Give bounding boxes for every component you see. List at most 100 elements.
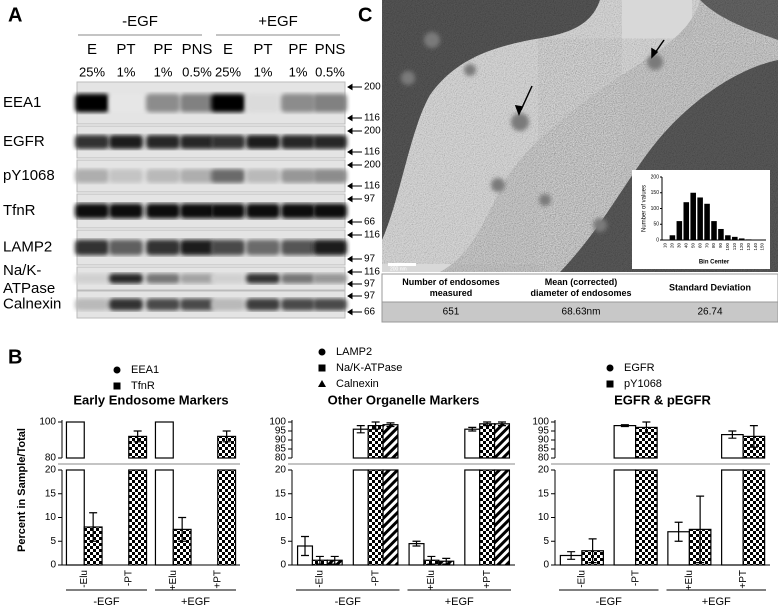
x-axis-label: Bin Center [699,260,730,266]
bar [128,469,148,566]
band [109,93,143,113]
y-tick-label: 10 [275,512,287,523]
x-tick-label: 60 [697,243,702,249]
stats-table [381,273,778,323]
band [211,168,245,184]
bar [154,421,174,459]
bar [382,424,399,459]
protein-label: ATPase [3,280,55,297]
lane-label: PF [153,41,172,58]
band [146,273,180,284]
bar [732,236,738,240]
x-tick-label: 10 [663,243,668,249]
bar [352,428,369,459]
group-label: +EGF [702,596,731,608]
group-label: -EGF [596,596,623,608]
y-tick-label: 15 [45,488,57,499]
chart-title: Early Endosome Markers [73,392,228,407]
error-bar [89,512,98,542]
band [75,239,109,256]
error-bar [301,535,310,557]
group-label: -EGF [335,596,362,608]
table-header: Standard Deviation [669,282,751,292]
y-tick-label: 5 [50,536,56,547]
marker-arrow [347,127,362,135]
bar [352,469,369,566]
x-tick-label: 20 [670,243,675,249]
panel-label: C [358,4,372,26]
condition-label: -EGF [122,13,158,30]
error-bar [222,430,231,443]
table-cell: 651 [443,307,460,318]
bar [493,423,511,459]
error-bar [483,421,492,427]
y-tick-label: 90 [538,435,550,446]
group-label: -EGF [93,596,120,608]
band [281,298,315,311]
marker-arrow [347,148,362,156]
bar [718,228,724,240]
error-bar [674,521,683,542]
x-tick-label: 150 [760,243,765,251]
band [211,203,245,219]
band [281,134,315,150]
error-bar [178,516,187,542]
y-tick-label: 20 [275,465,287,476]
chart-title: EGFR & pEGFR [614,392,711,407]
bar [697,197,703,240]
y-tick-label: 80 [538,453,550,464]
x-tick-label: -PT [123,570,134,586]
marker-label: 97 [364,194,376,205]
panel-label: A [8,4,22,26]
legend-label: EEA1 [131,364,159,376]
bar [479,469,496,566]
band [180,93,214,113]
error-bar [642,421,651,434]
band [180,203,214,219]
bar [676,221,683,240]
y-tick-label: 100 [651,206,660,212]
y-tick-label: 0 [656,237,659,243]
error-bar [728,430,737,439]
lane-label: PNS [315,41,346,58]
band [109,203,143,219]
x-tick-label: 130 [746,243,751,251]
band [281,168,315,184]
marker-arrow [347,308,362,316]
lane-label: PT [253,41,272,58]
band [313,168,347,184]
marker-label: 66 [364,217,376,228]
bar [154,469,174,566]
band [211,239,245,256]
y-tick-label: 90 [275,435,287,446]
x-tick-label: 110 [732,243,737,251]
x-tick-label: +Elu [168,570,179,590]
bar [382,469,399,566]
marker-arrow [347,255,362,263]
marker-label: 116 [364,113,380,124]
x-tick-label: 100 [725,243,730,251]
chart-title: Other Organelle Markers [328,392,480,407]
y-tick-label: 5 [280,536,286,547]
band [109,298,143,311]
x-tick-label: 90 [718,243,723,249]
band [281,273,315,284]
marker-label: 66 [364,307,376,318]
legend-marker [606,380,614,388]
legend-label: TfnR [131,380,155,392]
x-tick-label: 80 [711,243,716,249]
marker-label: 97 [364,254,376,265]
y-tick-label: 15 [275,488,287,499]
x-tick-label: 70 [704,243,709,249]
bar [65,421,85,459]
band [313,93,347,113]
table-cell: 68.63nm [562,307,601,318]
y-tick-label: 85 [275,444,287,455]
scale-bar-label: 200 nm [390,266,407,272]
bar [690,192,696,240]
error-bar [442,557,451,565]
marker-label: 97 [364,279,376,290]
legend-marker [318,364,326,372]
bar [745,239,752,240]
x-tick-label: -Elu [315,570,326,588]
